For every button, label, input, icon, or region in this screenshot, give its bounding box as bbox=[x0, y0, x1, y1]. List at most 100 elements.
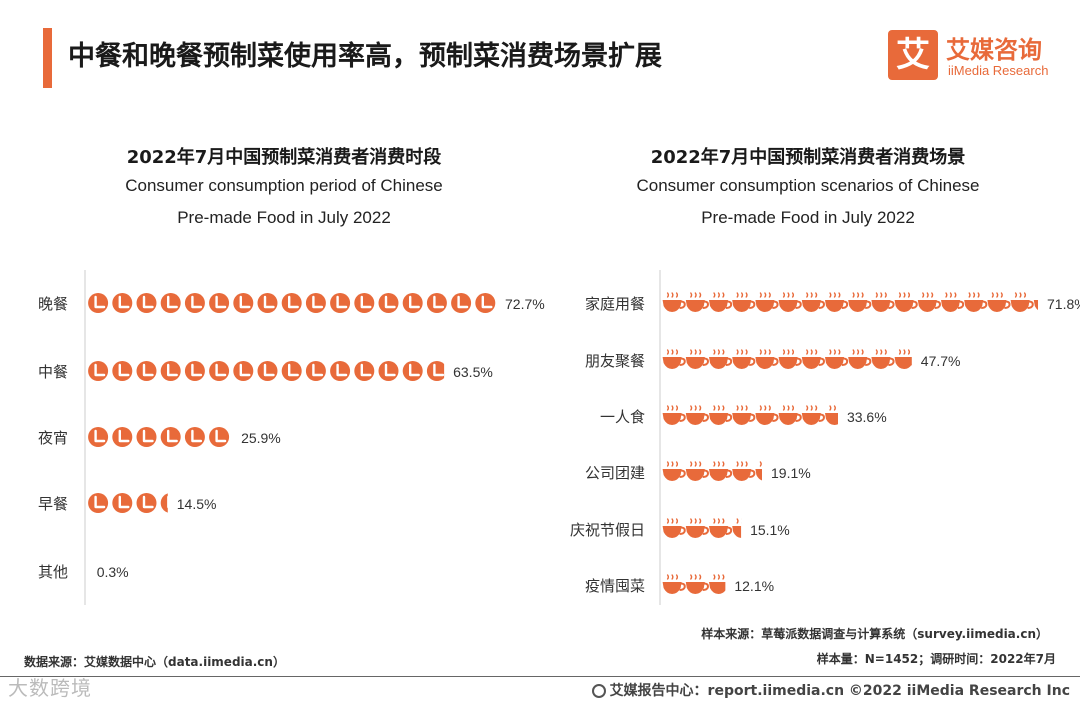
category-label: 早餐 bbox=[38, 495, 68, 513]
sample-source: 样本来源：草莓派数据调查与计算系统（survey.iimedia.cn） bbox=[701, 627, 1048, 641]
clock-icon bbox=[88, 293, 109, 313]
logo-en-text: iiMedia Research bbox=[948, 63, 1049, 78]
category-label: 晚餐 bbox=[38, 295, 68, 313]
teacup-icon bbox=[662, 574, 686, 594]
teacup-icon bbox=[709, 461, 733, 481]
clock-icon bbox=[354, 293, 375, 313]
clock-icon bbox=[233, 293, 254, 313]
teacup-icon bbox=[685, 574, 709, 594]
teacup-icon bbox=[894, 292, 918, 312]
clock-icon bbox=[305, 361, 326, 381]
right-chart-title: 2022年7月中国预制菜消费者消费场景 Consumer consumption… bbox=[568, 146, 1048, 234]
pictogram-bar bbox=[662, 405, 838, 425]
clock-icon bbox=[136, 361, 157, 381]
bar-row: 一人食 33.6% bbox=[600, 405, 887, 426]
clock-icon bbox=[88, 427, 109, 447]
clock-icon bbox=[184, 361, 205, 381]
bar-row: 早餐 14.5% bbox=[38, 493, 216, 513]
clock-icon bbox=[426, 293, 447, 313]
pictogram-bar bbox=[662, 349, 912, 369]
teacup-icon bbox=[871, 292, 895, 312]
bar-row: 疫情囤菜 12.1% bbox=[585, 574, 774, 595]
value-label: 63.5% bbox=[453, 364, 493, 380]
category-label: 朋友聚餐 bbox=[585, 352, 645, 370]
clock-icon bbox=[330, 293, 351, 313]
clock-icon bbox=[88, 493, 109, 513]
pictogram-bar bbox=[88, 361, 445, 381]
clock-icon bbox=[354, 361, 375, 381]
clock-icon bbox=[281, 361, 302, 381]
category-label: 疫情囤菜 bbox=[585, 577, 645, 595]
bar-row: 其他 0.3% bbox=[38, 563, 129, 581]
value-label: 71.8% bbox=[1047, 296, 1080, 312]
consumption-scenario-chart: 家庭用餐 71.8% 朋友聚餐 47.7% 一人食 33.6% 公司团建 19.1% 庆祝节假日… bbox=[570, 270, 1080, 605]
clock-icon bbox=[112, 293, 133, 313]
teacup-icon bbox=[662, 518, 686, 538]
clock-icon bbox=[136, 293, 157, 313]
pictogram-bar bbox=[662, 574, 726, 594]
teacup-icon bbox=[685, 461, 709, 481]
teacup-icon bbox=[987, 292, 1011, 312]
globe-icon bbox=[591, 684, 606, 698]
teacup-icon bbox=[825, 349, 849, 369]
teacup-icon bbox=[825, 292, 849, 312]
logo-mark: 艾 bbox=[888, 30, 938, 80]
teacup-icon bbox=[732, 292, 756, 312]
teacup-icon bbox=[709, 349, 733, 369]
bar-row: 朋友聚餐 47.7% bbox=[585, 349, 961, 370]
teacup-icon bbox=[801, 405, 825, 425]
clock-icon bbox=[112, 493, 133, 513]
teacup-icon bbox=[732, 461, 756, 481]
clock-icon bbox=[160, 293, 181, 313]
clock-icon bbox=[209, 427, 230, 447]
left-chart-subtitle-line2: Pre-made Food in July 2022 bbox=[177, 208, 391, 227]
clock-icon bbox=[160, 493, 168, 513]
value-label: 14.5% bbox=[177, 496, 217, 512]
teacup-icon bbox=[685, 349, 709, 369]
clock-icon bbox=[378, 293, 399, 313]
category-label: 夜宵 bbox=[38, 429, 68, 447]
bar-row: 晚餐 72.7% bbox=[38, 293, 545, 313]
teacup-icon bbox=[709, 292, 733, 312]
bar-row: 中餐 63.5% bbox=[38, 361, 493, 381]
teacup-icon bbox=[732, 349, 756, 369]
clock-icon bbox=[233, 361, 254, 381]
teacup-icon bbox=[894, 349, 912, 369]
value-label: 15.1% bbox=[750, 522, 790, 538]
clock-icon bbox=[88, 361, 109, 381]
teacup-icon bbox=[755, 292, 779, 312]
value-label: 72.7% bbox=[505, 296, 545, 312]
value-label: 33.6% bbox=[847, 409, 887, 425]
teacup-icon bbox=[662, 292, 686, 312]
teacup-icon bbox=[848, 349, 872, 369]
title-accent-bar bbox=[43, 28, 52, 88]
bar-row: 夜宵 25.9% bbox=[38, 427, 281, 447]
teacup-icon bbox=[941, 292, 965, 312]
teacup-icon bbox=[801, 349, 825, 369]
clock-icon bbox=[160, 361, 181, 381]
report-center-text: 艾媒报告中心：report.iimedia.cn ©2022 iiMedia R… bbox=[609, 683, 1070, 699]
teacup-icon bbox=[732, 405, 756, 425]
clock-icon bbox=[209, 361, 230, 381]
teacup-icon bbox=[871, 349, 895, 369]
teacup-icon bbox=[755, 461, 763, 481]
watermark: 大数跨境 bbox=[8, 676, 92, 700]
left-chart-title-cn: 2022年7月中国预制菜消费者消费时段 bbox=[126, 147, 442, 168]
value-label: 47.7% bbox=[921, 353, 961, 369]
clock-icon bbox=[451, 293, 472, 313]
teacup-icon bbox=[1010, 292, 1034, 312]
teacup-icon bbox=[685, 405, 709, 425]
right-chart-subtitle-line2: Pre-made Food in July 2022 bbox=[701, 208, 915, 227]
teacup-icon bbox=[709, 405, 733, 425]
logo-cn-text: 艾媒咨询 bbox=[946, 36, 1042, 64]
clock-icon bbox=[136, 493, 157, 513]
teacup-icon bbox=[685, 518, 709, 538]
clock-icon bbox=[402, 361, 423, 381]
bar-row: 家庭用餐 71.8% bbox=[585, 292, 1080, 313]
value-label: 19.1% bbox=[771, 465, 811, 481]
consumption-period-chart: 晚餐 72.7% 中餐 63.5% 夜宵 25.9% 早餐 14.5% 其他 0.3% bbox=[38, 270, 545, 605]
teacup-icon bbox=[778, 349, 802, 369]
clock-icon bbox=[426, 361, 445, 381]
clock-icon bbox=[475, 293, 496, 313]
left-chart-subtitle-line1: Consumer consumption period of Chinese bbox=[125, 176, 443, 195]
